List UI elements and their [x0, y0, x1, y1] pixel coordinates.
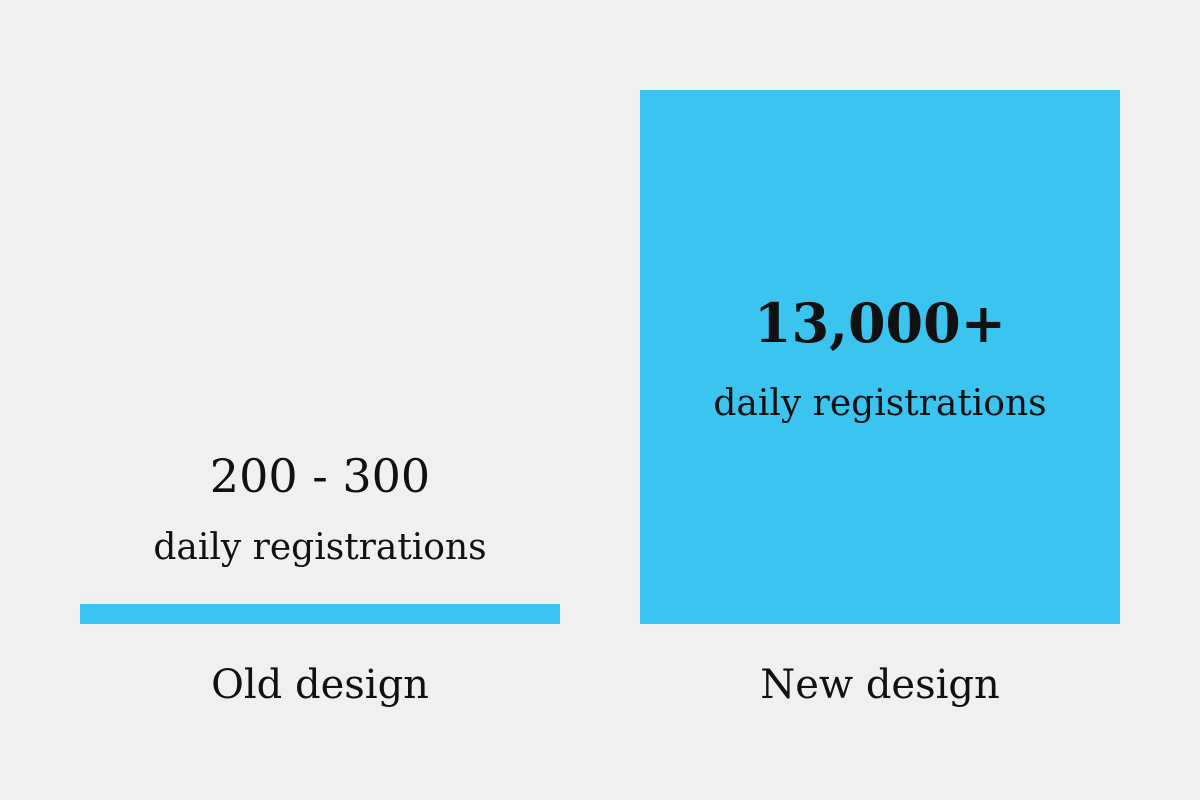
- unit-label-old-design: daily registrations: [153, 527, 486, 568]
- labels-group: Old design 200 - 300 daily registrations Ne…: [153, 291, 1046, 708]
- category-label-old-design: Old design: [211, 662, 429, 708]
- value-label-new-design: 13,000+: [754, 291, 1006, 355]
- bars-group: [80, 90, 1120, 624]
- value-label-old-design: 200 - 300: [210, 449, 430, 503]
- unit-label-new-design: daily registrations: [713, 383, 1046, 424]
- bar-new-design: [640, 90, 1120, 624]
- bar-old-design: [80, 604, 560, 624]
- category-label-new-design: New design: [760, 662, 1000, 708]
